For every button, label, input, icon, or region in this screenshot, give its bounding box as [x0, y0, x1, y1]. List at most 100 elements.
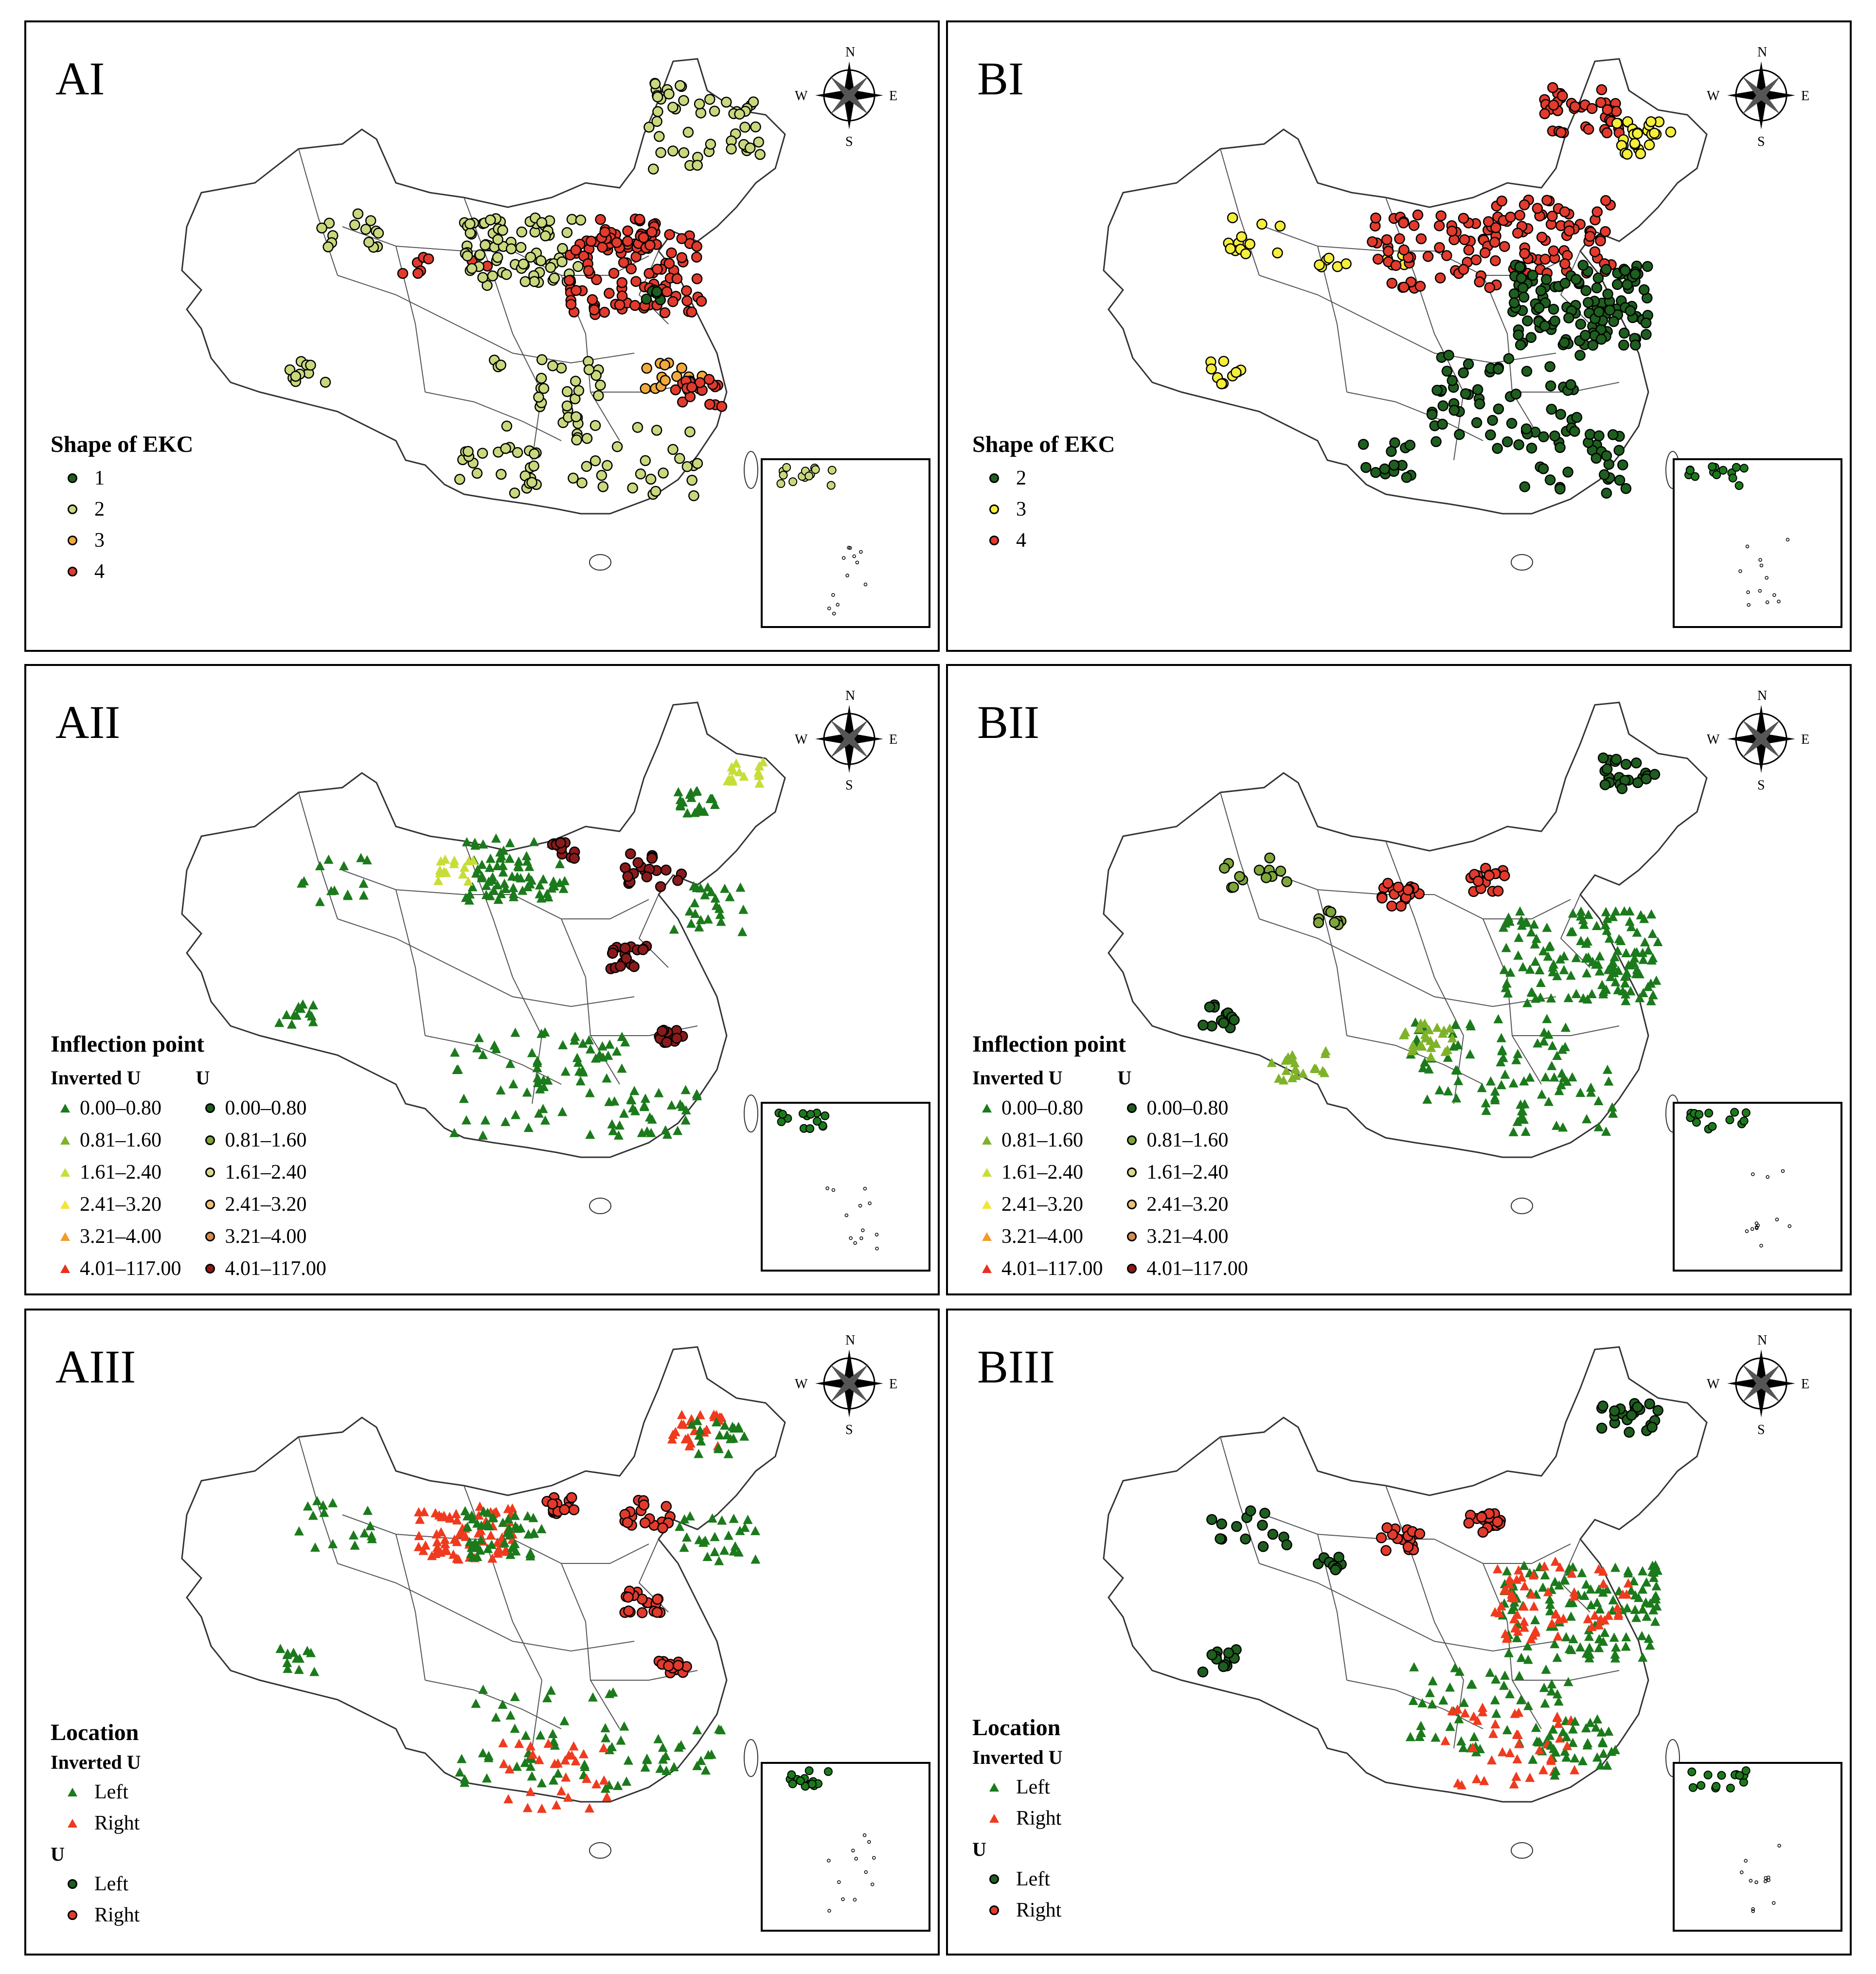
city-point — [1437, 400, 1449, 412]
city-point — [572, 261, 584, 272]
city-point — [1632, 1401, 1643, 1413]
inset-island — [859, 1236, 863, 1240]
legend-item: 4.01–117.00 — [196, 1253, 326, 1285]
city-point — [1586, 1600, 1596, 1610]
city-point — [478, 1130, 488, 1140]
city-point — [282, 1010, 292, 1020]
city-point — [1508, 288, 1520, 300]
city-point — [328, 1498, 338, 1507]
city-point — [1479, 1776, 1489, 1785]
city-point — [1570, 1716, 1580, 1726]
city-point — [510, 1510, 520, 1520]
city-point — [1329, 917, 1340, 928]
city-point — [1585, 1718, 1595, 1727]
city-point — [584, 1803, 594, 1812]
city-point — [1585, 1649, 1595, 1659]
city-point — [662, 1129, 672, 1139]
city-point — [607, 1741, 617, 1751]
city-point — [1264, 852, 1275, 864]
legend-item-left: Left — [972, 1772, 1063, 1803]
legend-item: 3.21–4.00 — [1117, 1220, 1248, 1253]
city-point — [1538, 1582, 1548, 1592]
city-point — [1499, 870, 1510, 881]
city-point — [1665, 126, 1677, 138]
inset-island — [1751, 1172, 1755, 1176]
city-point — [1496, 196, 1507, 207]
city-point — [1539, 1683, 1549, 1692]
city-point — [687, 1419, 697, 1429]
city-point — [1430, 436, 1442, 448]
city-point — [362, 855, 372, 864]
city-point — [1479, 247, 1491, 258]
city-point — [1579, 919, 1589, 929]
inset-point — [1692, 1118, 1701, 1127]
city-point — [556, 1786, 567, 1795]
city-point — [1539, 108, 1551, 120]
city-point — [498, 1699, 508, 1709]
city-point — [1645, 116, 1657, 127]
panel-label: BIII — [977, 1341, 1055, 1393]
city-point — [700, 1765, 711, 1775]
city-point — [503, 1504, 513, 1513]
city-point — [1445, 1023, 1455, 1033]
city-point — [289, 1010, 299, 1020]
province-border — [1259, 1563, 1376, 1613]
city-point — [599, 1775, 609, 1785]
city-point — [716, 916, 726, 926]
city-point — [692, 786, 702, 795]
city-point — [521, 851, 532, 861]
city-point — [1614, 934, 1624, 944]
city-point — [1649, 1573, 1659, 1582]
city-point — [1591, 1722, 1601, 1732]
legend-shape-ekc: Shape of EKC 1 2 3 4 — [51, 431, 193, 587]
city-point — [432, 1537, 442, 1546]
city-point — [436, 1512, 447, 1522]
city-point — [1538, 1765, 1548, 1775]
legend-inflection-point: Inflection point Inverted U 0.00–0.80 0.… — [972, 1031, 1248, 1285]
city-point — [600, 1723, 610, 1733]
inset-island — [858, 1203, 862, 1208]
city-point — [640, 455, 651, 467]
city-point — [413, 1542, 424, 1551]
triangle-icon — [982, 1136, 992, 1145]
city-point — [1493, 403, 1504, 414]
city-point — [1646, 1421, 1658, 1433]
city-point — [674, 1742, 684, 1752]
inset-point — [806, 1110, 815, 1119]
city-point — [1607, 1102, 1617, 1112]
city-point — [658, 1742, 668, 1752]
city-point — [1539, 1027, 1549, 1037]
city-point — [349, 219, 360, 231]
city-point — [536, 217, 548, 228]
city-point — [1522, 1641, 1533, 1651]
inset-point — [821, 1111, 830, 1120]
city-point — [653, 1734, 663, 1743]
city-point — [1548, 99, 1559, 111]
inset-island — [853, 1898, 857, 1902]
city-point — [1646, 978, 1656, 988]
city-point — [1510, 1623, 1520, 1633]
city-point — [474, 1510, 484, 1520]
city-point — [1592, 1714, 1603, 1723]
city-point — [1382, 878, 1394, 889]
city-point — [1618, 340, 1629, 351]
dot-left-icon — [989, 1874, 999, 1884]
city-point — [1561, 1752, 1572, 1762]
city-point — [1635, 993, 1645, 1003]
city-point — [705, 139, 716, 150]
city-point — [560, 1755, 571, 1765]
city-point — [627, 482, 638, 494]
city-point — [509, 892, 519, 901]
city-point — [441, 1543, 451, 1553]
city-point — [622, 1777, 632, 1786]
city-point — [1333, 1551, 1344, 1563]
city-point — [1383, 246, 1394, 257]
city-point — [691, 241, 702, 252]
city-point — [1489, 236, 1501, 248]
legend-item: 0.00–0.80 — [196, 1092, 326, 1124]
city-point — [1554, 442, 1566, 453]
city-point — [1376, 1532, 1387, 1543]
city-point — [550, 1759, 560, 1768]
city-point — [619, 1721, 629, 1731]
